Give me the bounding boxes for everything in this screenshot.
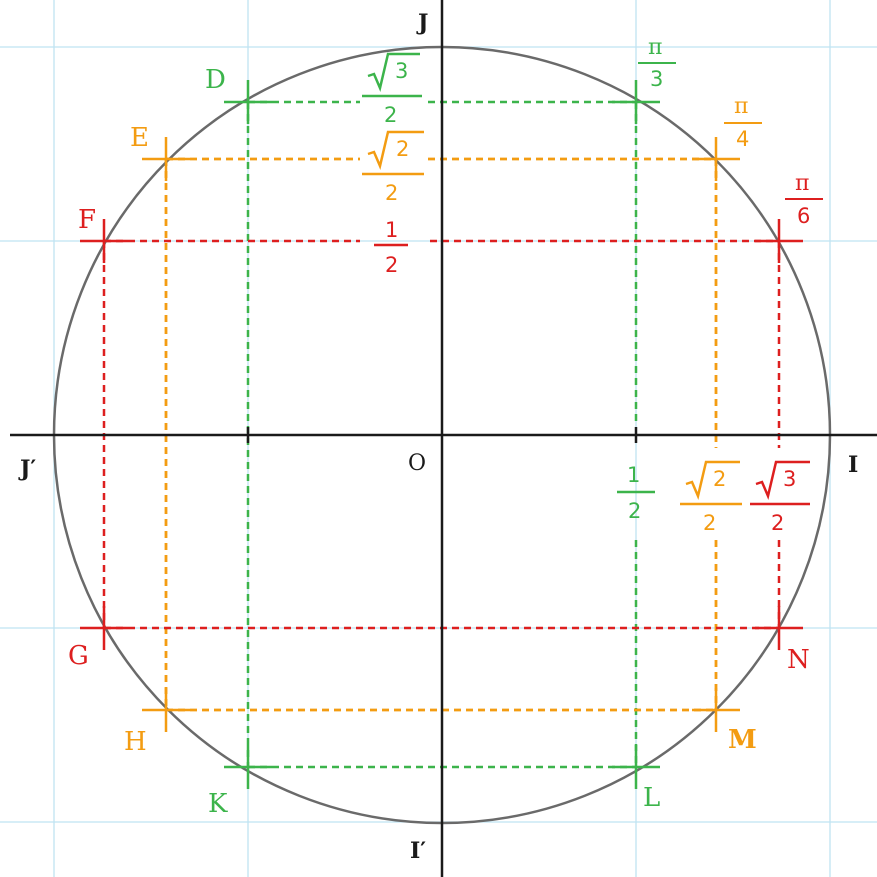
fraction-numerator: π bbox=[648, 35, 662, 60]
fraction-sqrt3-over-2-x: 3 2 bbox=[750, 460, 810, 535]
fraction-radicand: 3 bbox=[395, 59, 408, 83]
point-label-k: K bbox=[208, 789, 228, 819]
fraction-denominator: 2 bbox=[385, 181, 398, 205]
fraction-sqrt3-over-2-top: 3 2 bbox=[362, 52, 422, 127]
fraction-radicand: 2 bbox=[713, 467, 726, 491]
point-label-m: M bbox=[728, 725, 757, 755]
point-label-d: D bbox=[205, 65, 226, 95]
point-label-g: G bbox=[68, 641, 89, 671]
fraction-denominator: 6 bbox=[797, 204, 810, 228]
axis-label-i: I bbox=[848, 452, 858, 478]
fraction-pi-over-3: π 3 bbox=[638, 35, 676, 91]
fraction-radicand: 2 bbox=[396, 137, 409, 161]
point-label-h: H bbox=[124, 727, 147, 757]
point-label-e: E bbox=[130, 123, 149, 153]
fraction-denominator: 2 bbox=[385, 253, 398, 277]
fraction-one-half-x: 1 2 bbox=[617, 463, 655, 523]
fraction-sqrt2-over-2-x: 2 2 bbox=[680, 460, 742, 535]
origin-label: O bbox=[408, 451, 426, 476]
axis-label-j: J bbox=[416, 10, 428, 36]
fraction-numerator: π bbox=[734, 94, 748, 119]
axis-label-i-prime: I′ bbox=[410, 838, 426, 864]
fraction-sqrt2-over-2-top: 2 2 bbox=[362, 130, 424, 205]
fraction-denominator: 2 bbox=[771, 511, 784, 535]
fraction-one-half-top: 1 2 bbox=[374, 218, 408, 277]
fraction-numerator: π bbox=[795, 171, 809, 196]
axes bbox=[10, 0, 877, 877]
point-label-n: N bbox=[787, 645, 810, 675]
axis-label-j-prime: J′ bbox=[18, 456, 36, 482]
fraction-denominator: 3 bbox=[650, 67, 663, 91]
fraction-denominator: 4 bbox=[736, 127, 749, 151]
fraction-pi-over-6: π 6 bbox=[785, 171, 823, 228]
point-markers-red bbox=[80, 219, 803, 650]
fraction-radicand: 3 bbox=[783, 467, 796, 491]
point-label-f: F bbox=[78, 205, 96, 235]
point-label-l: L bbox=[643, 783, 660, 813]
dashed-lines-orange bbox=[164, 157, 718, 712]
fraction-numerator: 1 bbox=[627, 463, 640, 487]
fraction-numerator: 1 bbox=[385, 218, 398, 242]
fraction-denominator: 2 bbox=[628, 499, 641, 523]
point-markers-green bbox=[224, 80, 660, 789]
fraction-denominator: 2 bbox=[703, 511, 716, 535]
fraction-pi-over-4: π 4 bbox=[724, 94, 762, 151]
point-markers-orange bbox=[142, 137, 740, 732]
fraction-denominator: 2 bbox=[384, 103, 397, 127]
